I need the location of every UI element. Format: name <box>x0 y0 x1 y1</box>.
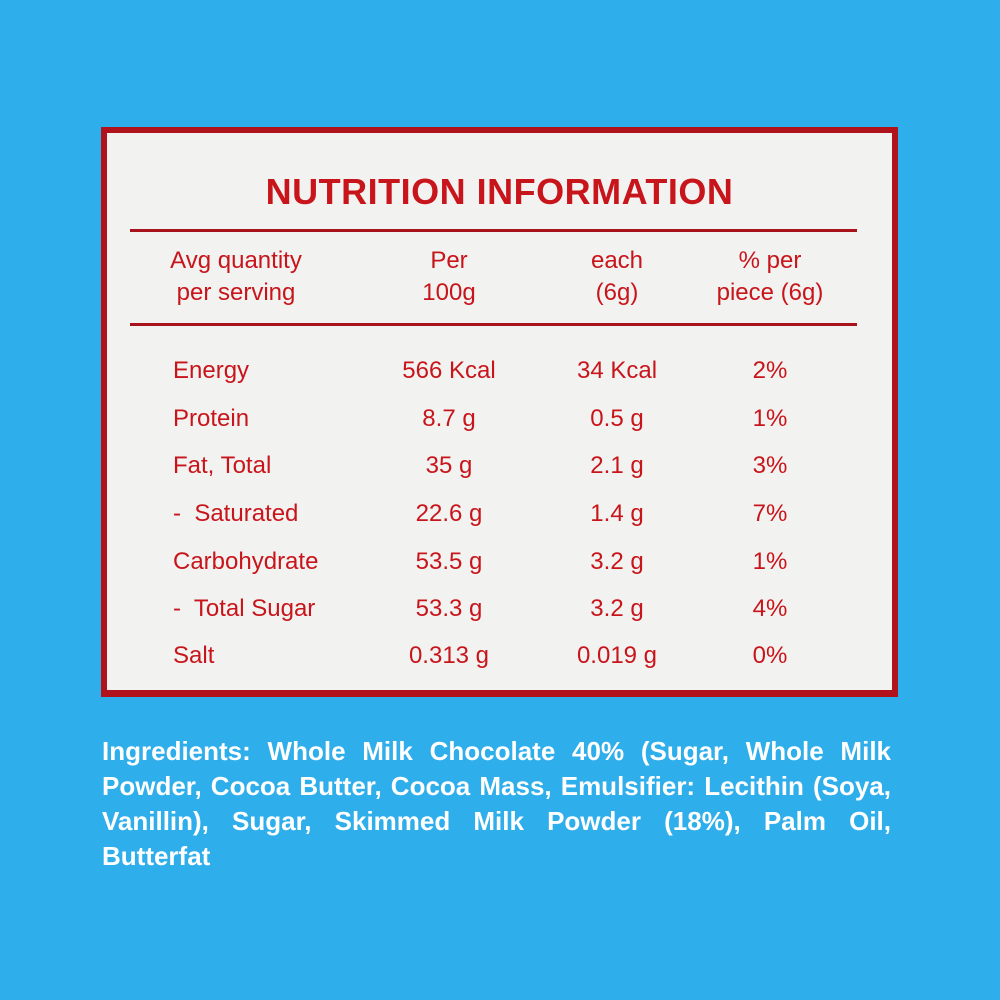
header-top-rule <box>130 229 857 232</box>
row-each-fat-total: 2.1 g <box>590 452 644 479</box>
row-each-energy: 34 Kcal <box>576 357 658 384</box>
row-per100-salt: 0.313 g <box>408 642 490 669</box>
row-label-fat-total: Fat, Total <box>173 452 272 479</box>
row-each-carbohydrate: 3.2 g <box>590 548 644 575</box>
row-per100-protein: 8.7 g <box>422 405 476 432</box>
row-per100-total-sugar: 53.3 g <box>415 595 483 622</box>
header-each-6g: each (6g) <box>590 247 644 306</box>
row-label-carbohydrate: Carbohydrate <box>173 548 319 575</box>
row-each-saturated: 1.4 g <box>590 500 644 527</box>
row-label-total-sugar: - Total Sugar <box>173 595 316 622</box>
row-label-energy: Energy <box>173 357 250 384</box>
row-label-salt: Salt <box>173 642 215 669</box>
row-percent-total-sugar: 4% <box>752 595 788 622</box>
header-percent-piece: % per piece (6g) <box>716 247 824 306</box>
row-percent-fat-total: 3% <box>752 452 788 479</box>
row-percent-protein: 1% <box>752 405 788 432</box>
header-per-100g: Per 100g <box>422 247 476 306</box>
row-each-salt: 0.019 g <box>576 642 658 669</box>
row-per100-carbohydrate: 53.5 g <box>415 548 483 575</box>
header-bottom-rule <box>130 323 857 326</box>
row-percent-carbohydrate: 1% <box>752 548 788 575</box>
row-label-saturated: - Saturated <box>173 500 299 527</box>
row-label-protein: Protein <box>173 405 250 432</box>
row-percent-salt: 0% <box>752 642 788 669</box>
row-per100-fat-total: 35 g <box>425 452 473 479</box>
nutrition-title: NUTRITION INFORMATION <box>265 171 734 212</box>
row-per100-energy: 566 Kcal <box>402 357 496 384</box>
ingredients-text: Ingredients: Whole Milk Chocolate 40% (S… <box>102 736 891 871</box>
row-percent-energy: 2% <box>752 357 788 384</box>
row-percent-saturated: 7% <box>752 500 788 527</box>
row-each-total-sugar: 3.2 g <box>590 595 644 622</box>
row-per100-saturated: 22.6 g <box>415 500 483 527</box>
header-avg-quantity: Avg quantity per serving <box>170 247 302 306</box>
nutrition-panel: NUTRITION INFORMATION Avg quantity per s… <box>101 127 898 697</box>
row-each-protein: 0.5 g <box>590 405 644 432</box>
